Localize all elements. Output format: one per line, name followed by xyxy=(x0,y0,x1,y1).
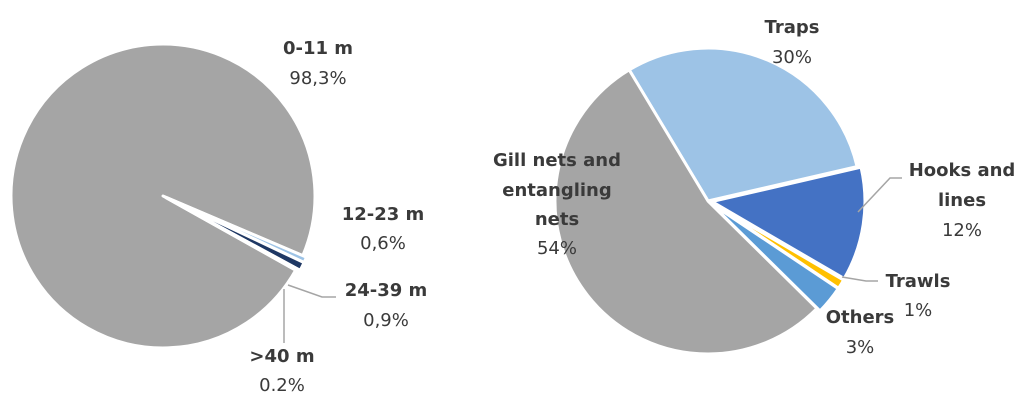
pie-slice-40-m xyxy=(165,196,302,274)
slice-label-line1: Gill nets and xyxy=(493,150,621,171)
leader-24-39 xyxy=(287,284,336,298)
slice-label: >40 m xyxy=(249,346,314,367)
pie-slice-others xyxy=(709,202,840,313)
leader-trawls xyxy=(841,276,878,282)
slice-value: 12% xyxy=(942,220,982,241)
pie2-label-traps: Traps 30% xyxy=(765,17,820,68)
slice-label-line2: entangling xyxy=(502,180,612,201)
slice-value: 98,3% xyxy=(289,68,346,89)
slice-value: 3% xyxy=(846,337,875,358)
slice-label: 0-11 m xyxy=(283,38,353,59)
pie-slice-gill-nets-and-entangling-nets xyxy=(553,68,819,356)
pie1-label-0-11: 0-11 m 98,3% xyxy=(283,38,353,89)
pie2-label-hooks: Hooks and lines 12% xyxy=(909,160,1016,241)
slice-label-line1: Hooks and xyxy=(909,160,1016,181)
pie1-label-40: >40 m 0.2% xyxy=(249,346,314,396)
slice-label-line2: lines xyxy=(938,190,986,211)
slice-value: 0,9% xyxy=(363,310,409,331)
slice-value: 1% xyxy=(904,300,933,321)
pie1-label-24-39: 24-39 m 0,9% xyxy=(345,280,428,331)
slice-label: 12-23 m xyxy=(342,204,425,225)
slice-value: 0,6% xyxy=(360,233,406,254)
slice-label: Traps xyxy=(765,17,820,38)
pie2-label-gillnets: Gill nets and entangling nets 54% xyxy=(493,150,621,259)
vessel-length-pie xyxy=(9,42,317,350)
leader-hooks xyxy=(857,177,902,213)
slice-value: 30% xyxy=(772,47,812,68)
slice-label: Trawls xyxy=(886,271,951,292)
slice-label: 24-39 m xyxy=(345,280,428,301)
pie2-label-others: Others 3% xyxy=(826,307,895,358)
slice-value: 54% xyxy=(537,238,577,259)
slice-label: Others xyxy=(826,307,895,328)
pie-slice-0-11-m xyxy=(9,42,317,350)
slice-value: 0.2% xyxy=(259,375,305,394)
slice-label-line3: nets xyxy=(535,209,579,230)
leader-lines xyxy=(283,177,902,343)
fishing-gear-pie xyxy=(553,46,867,356)
pie2-label-trawls: Trawls 1% xyxy=(886,271,951,321)
pie-slice-hooks-and-lines xyxy=(710,165,867,281)
pie1-label-12-23: 12-23 m 0,6% xyxy=(342,204,425,254)
